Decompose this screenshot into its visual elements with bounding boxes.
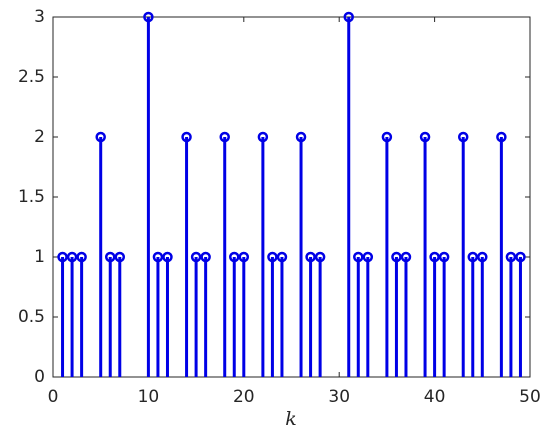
- stem-marker: [276, 251, 288, 263]
- stem-marker: [419, 131, 431, 143]
- stem-marker: [114, 251, 126, 263]
- stem-marker: [162, 251, 173, 263]
- stem-marker: [467, 251, 479, 263]
- x-tick-label: 50: [519, 387, 541, 407]
- y-tick-label: 1.5: [18, 187, 45, 207]
- stem-marker: [267, 251, 278, 263]
- y-tick-label: 0.5: [18, 307, 45, 327]
- stem-marker: [353, 251, 364, 263]
- stem-marker: [181, 131, 192, 143]
- y-tick-label: 1: [34, 247, 45, 267]
- stem-marker: [95, 131, 106, 143]
- x-tick-label: 20: [233, 387, 255, 407]
- stem-marker: [429, 251, 440, 263]
- stem-marker: [381, 131, 393, 143]
- stem-marker: [257, 131, 269, 143]
- stem-marker: [152, 251, 164, 263]
- stem-marker: [362, 251, 374, 263]
- x-tick-label: 30: [328, 387, 350, 407]
- stem-marker: [400, 251, 412, 263]
- stem-marker: [391, 251, 402, 263]
- stem-marker: [238, 251, 250, 263]
- stem-marker: [343, 11, 354, 23]
- y-tick-label: 2: [34, 127, 45, 147]
- stem-marker: [496, 131, 507, 143]
- stem-marker: [305, 251, 316, 263]
- stem-marker: [438, 251, 450, 263]
- stem-marker: [515, 251, 526, 263]
- stem-marker: [229, 251, 240, 263]
- x-axis-label: k: [285, 408, 297, 430]
- stem-marker: [57, 251, 68, 263]
- stem-marker: [505, 251, 517, 263]
- x-tick-label: 0: [48, 387, 59, 407]
- y-tick-label: 3: [34, 7, 45, 27]
- stem-marker: [457, 131, 469, 143]
- stem-marker: [104, 251, 116, 263]
- x-tick-label: 40: [424, 387, 446, 407]
- stem-marker: [143, 11, 154, 23]
- stem-marker: [76, 251, 87, 263]
- y-tick-label: 2.5: [18, 67, 45, 87]
- x-tick-label: 10: [138, 387, 160, 407]
- stem-marker: [314, 251, 326, 263]
- stem-marker: [295, 131, 307, 143]
- stem-marker: [219, 131, 230, 143]
- stem-marker: [200, 251, 211, 263]
- y-tick-label: 0: [34, 367, 45, 387]
- stem-marker: [477, 251, 488, 263]
- stem-marker: [66, 251, 78, 263]
- stem-marker: [190, 251, 202, 263]
